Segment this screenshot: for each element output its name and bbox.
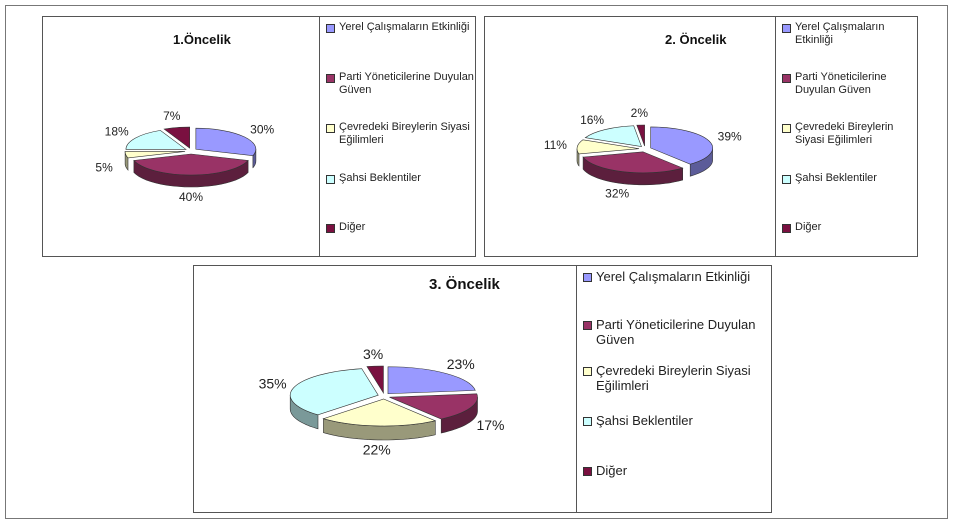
pie-slice (582, 151, 684, 174)
legend-swatch (782, 24, 791, 33)
legend-label: Diğer (339, 221, 366, 233)
legend-item: Parti Yöneticilerine Duyulan Güven (782, 71, 918, 96)
data-label: 3% (363, 346, 383, 362)
legend-item: Yerel Çalışmaların Etkinliği (583, 269, 772, 285)
pie-slice (576, 139, 640, 155)
data-label: 39% (718, 129, 742, 143)
legend: Yerel Çalışmaların Etkinliği Parti Yöneti… (319, 17, 478, 256)
legend-label: Çevredeki Bireylerin Siyasi Eğilimleri (339, 121, 470, 146)
data-label: 2% (631, 106, 649, 120)
legend-swatch (326, 224, 335, 233)
legend-item: Parti Yöneticilerine Duyulan Güven (326, 71, 476, 96)
legend-label: Yerel Çalışmaların Etkinliği (339, 21, 470, 33)
legend-item: Şahsi Beklentiler (583, 413, 772, 429)
data-label: 35% (259, 375, 287, 391)
legend-swatch (326, 124, 335, 133)
data-label: 22% (363, 442, 391, 458)
pie-slice (584, 125, 642, 147)
legend-label: Şahsi Beklentiler (596, 413, 693, 428)
legend-item: Yerel Çalışmaların Etkinliği (782, 21, 918, 46)
pie-slice (124, 151, 186, 159)
legend-item: Diğer (782, 221, 918, 234)
pie-slice (636, 124, 645, 147)
legend-swatch (583, 273, 592, 282)
legend-item: Çevredeki Bireylerin Siyasi Eğilimleri (326, 121, 476, 146)
data-label: 18% (105, 124, 129, 138)
pie-slice (195, 127, 257, 157)
data-label: 23% (447, 356, 475, 372)
legend-label: Çevredeki Bireylerin Siyasi Eğilimleri (795, 121, 894, 146)
legend-swatch (782, 175, 791, 184)
pie-slice (163, 126, 190, 149)
pie-slice (289, 368, 379, 416)
legend-swatch (583, 321, 592, 330)
pie-tops (124, 126, 257, 176)
legend-swatch (326, 175, 335, 184)
chart-box: 1.Öncelik 30% 40% 5% 18% 7% Yerel Çalışmaların… (42, 16, 476, 257)
data-label: 7% (163, 109, 181, 123)
legend-swatch (583, 467, 592, 476)
legend-swatch (583, 417, 592, 426)
chart-box: 2. Öncelik 39% 32% 11% 16% 2% Yerel Çalışmalar… (484, 16, 918, 257)
legend-label: Parti Yöneticilerine Duyulan Güven (596, 317, 756, 347)
outer-frame (5, 5, 948, 519)
pie-labels: 39% 32% 11% 16% 2% (544, 106, 742, 200)
chart-title: 1.Öncelik (173, 32, 231, 47)
legend-item: Çevredeki Bireylerin Siyasi Eğilimleri (583, 363, 772, 394)
legend-label: Şahsi Beklentiler (339, 172, 421, 184)
pie-area: 23% 17% 22% 35% 3% (259, 346, 505, 458)
legend: Yerel Çalışmaların Etkinliği Parti Yöneti… (576, 266, 774, 512)
legend-item: Çevredeki Bireylerin Siyasi Eğilimleri (782, 121, 918, 146)
data-label: 40% (179, 190, 203, 204)
legend-item: Yerel Çalışmaların Etkinliği (326, 21, 476, 34)
data-label: 11% (544, 138, 567, 152)
pie-slice (322, 398, 437, 427)
legend-label: Yerel Çalışmaların Etkinliği (596, 269, 751, 284)
pie-slice (133, 153, 249, 176)
legend-label: Çevredeki Bireylerin Siyasi Eğilimleri (596, 363, 751, 393)
legend-label: Diğer (795, 221, 822, 233)
legend: Yerel Çalışmaların Etkinliği Parti Yöneti… (775, 17, 920, 256)
legend-item: Diğer (583, 463, 772, 479)
data-label: 32% (605, 186, 629, 200)
pie-slice (389, 393, 478, 420)
legend-label: Şahsi Beklentiler (795, 172, 877, 184)
pie-area: 39% 32% 11% 16% 2% (544, 106, 742, 200)
chart-title: 2. Öncelik (665, 32, 727, 47)
pie-tops (576, 124, 713, 174)
data-label: 30% (250, 123, 274, 137)
pie-labels: 23% 17% 22% 35% 3% (259, 346, 505, 458)
chart-title: 3. Öncelik (429, 276, 500, 293)
pie-tops (289, 365, 478, 427)
legend-swatch (326, 74, 335, 83)
legend-swatch (583, 367, 592, 376)
data-label: 17% (476, 417, 504, 433)
legend-swatch (326, 24, 335, 33)
pie-slice (650, 126, 713, 165)
pie-area: 30% 40% 5% 18% 7% (95, 109, 274, 204)
legend-item: Şahsi Beklentiler (782, 172, 918, 185)
chart-box: 3. Öncelik 23% 17% 22% 35% 3% Yerel Çalışmalar… (193, 265, 772, 513)
legend-item: Parti Yöneticilerine Duyulan Güven (583, 317, 772, 348)
pie-slice (125, 130, 187, 150)
legend-item: Şahsi Beklentiler (326, 172, 476, 185)
pie-labels: 30% 40% 5% 18% 7% (95, 109, 274, 204)
legend-item: Diğer (326, 221, 476, 234)
legend-swatch (782, 124, 791, 133)
data-label: 5% (95, 161, 113, 175)
legend-label: Diğer (596, 463, 628, 478)
legend-swatch (782, 224, 791, 233)
legend-label: Parti Yöneticilerine Duyulan Güven (795, 71, 887, 96)
pie-slice (387, 366, 476, 395)
legend-label: Parti Yöneticilerine Duyulan Güven (339, 71, 474, 96)
legend-swatch (782, 74, 791, 83)
legend-label: Yerel Çalışmaların Etkinliği (795, 21, 885, 46)
pie-slice (366, 365, 384, 395)
data-label: 16% (580, 113, 604, 127)
